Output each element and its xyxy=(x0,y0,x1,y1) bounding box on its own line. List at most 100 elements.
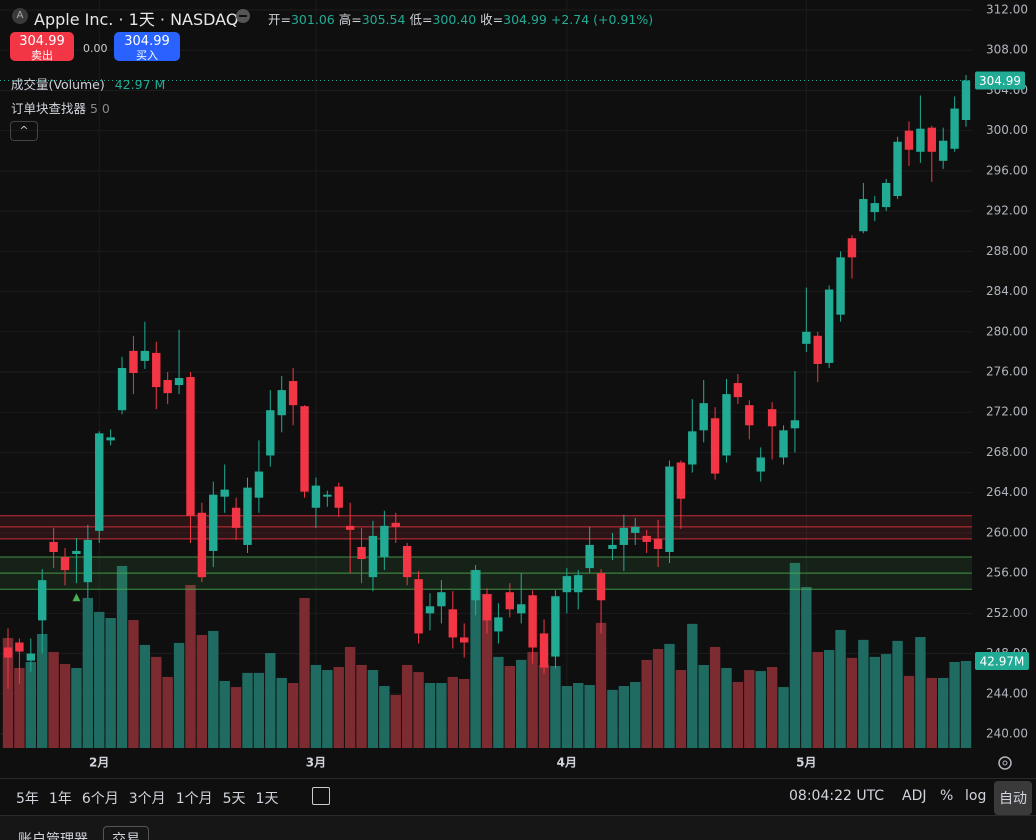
volume-bar xyxy=(413,672,424,748)
range-button[interactable]: 6个月 xyxy=(81,791,119,807)
volume-bar xyxy=(504,665,516,748)
last-price-label: 304.99 xyxy=(979,74,1021,88)
volume-bar xyxy=(71,668,82,748)
buy-button[interactable]: 304.99 买入 xyxy=(114,32,180,62)
y-tick-label: 280.00 xyxy=(986,324,1028,338)
account-manager-tab[interactable]: 账户管理器 xyxy=(18,832,88,840)
candle-body xyxy=(323,494,332,497)
candle-body xyxy=(665,466,674,552)
settings-icon[interactable] xyxy=(998,756,1012,770)
candle-body xyxy=(266,410,275,456)
candle-body xyxy=(482,594,492,621)
candle-body xyxy=(254,471,264,498)
candle-body xyxy=(539,633,549,668)
volume-bar xyxy=(527,652,538,748)
indicator-params: 5 0 xyxy=(90,101,110,116)
volume-bar xyxy=(481,593,493,748)
percent-toggle[interactable]: % xyxy=(940,788,954,804)
candle-body xyxy=(3,647,13,658)
candle-body xyxy=(699,403,708,431)
volume-bar xyxy=(858,639,869,748)
signal-marker xyxy=(72,593,81,602)
sell-button[interactable]: 304.99 卖出 xyxy=(10,32,74,62)
volume-bar xyxy=(915,637,926,748)
volume-name: 成交量(Volume) xyxy=(11,77,105,92)
volume-bar xyxy=(253,672,265,748)
volume-bar xyxy=(322,670,333,748)
candle-body xyxy=(745,405,754,426)
collapse-legend[interactable]: ^ xyxy=(10,121,38,141)
y-tick-label: 260.00 xyxy=(986,525,1028,539)
volume-bar xyxy=(573,682,584,748)
open-value: 301.06 xyxy=(290,12,335,27)
y-tick-label: 272.00 xyxy=(986,405,1028,419)
indicator-name: 订单块查找器 xyxy=(11,101,87,116)
volume-value: 42.97 M xyxy=(114,77,166,92)
x-tick-label: 5月 xyxy=(796,756,816,770)
date-range-icon[interactable] xyxy=(312,787,330,805)
volume-bar xyxy=(230,687,242,748)
volume-bar xyxy=(493,656,504,748)
y-tick-label: 244.00 xyxy=(986,686,1028,700)
range-button[interactable]: 1年 xyxy=(48,791,72,807)
auto-toggle[interactable]: 自动 xyxy=(994,781,1032,815)
candle-body xyxy=(596,573,606,601)
candle-body xyxy=(345,525,355,530)
candle-body xyxy=(870,203,879,213)
volume-bar xyxy=(162,676,173,748)
indicator-legend[interactable]: 订单块查找器 5 0 xyxy=(11,98,110,117)
candle-body xyxy=(106,437,115,441)
volume-tag-label: 42.97M xyxy=(980,654,1025,668)
candle-body xyxy=(836,257,845,315)
close-value: 304.99 xyxy=(503,12,547,27)
candle-body xyxy=(893,141,902,197)
candle-body xyxy=(368,535,378,578)
volume-bar xyxy=(185,584,196,748)
candle-body xyxy=(779,430,788,458)
range-button[interactable]: 3个月 xyxy=(128,791,166,807)
candle-body xyxy=(448,609,457,638)
symbol-title[interactable]: Apple Inc. · 1天 · NASDAQ xyxy=(34,10,239,29)
volume-bar xyxy=(401,664,413,748)
candle-body xyxy=(642,535,651,542)
candle-body xyxy=(72,550,81,555)
volume-bar xyxy=(584,685,595,748)
candle-body xyxy=(710,418,720,474)
volume-bar xyxy=(664,643,675,748)
volume-bar xyxy=(379,686,390,748)
range-button[interactable]: 5天 xyxy=(222,791,246,807)
candle-body xyxy=(585,544,594,569)
high-value: 305.54 xyxy=(361,12,406,27)
candle-body xyxy=(243,487,252,545)
volume-tag xyxy=(975,651,1029,670)
volume-bar xyxy=(687,623,698,748)
volume-legend[interactable]: 成交量(Volume) 42.97 M xyxy=(11,74,165,93)
volume-bar xyxy=(470,570,481,748)
candle-body xyxy=(881,182,891,208)
volume-bar xyxy=(116,565,128,748)
range-button[interactable]: 1个月 xyxy=(175,791,213,807)
candle-body xyxy=(608,544,617,549)
chart: 240.00244.00248.00252.00256.00260.00264.… xyxy=(0,0,1029,770)
collapse-icon[interactable] xyxy=(236,9,250,23)
volume-bar xyxy=(880,654,892,748)
volume-bar xyxy=(151,656,162,748)
volume-bar xyxy=(390,694,401,748)
volume-bar xyxy=(949,661,960,748)
log-toggle[interactable]: log xyxy=(965,788,987,804)
candle-body xyxy=(402,545,412,578)
trade-tab[interactable]: 交易 xyxy=(103,826,149,840)
candle-body xyxy=(129,350,138,374)
change: +2.74 (+0.91%) xyxy=(550,12,654,27)
volume-bar xyxy=(310,664,322,748)
volume-bar xyxy=(823,649,835,748)
range-button[interactable]: 1天 xyxy=(255,791,279,807)
volume-bar xyxy=(698,664,709,748)
toolbar-divider xyxy=(0,778,1036,779)
candle-body xyxy=(459,637,469,643)
range-button[interactable]: 5年 xyxy=(16,791,39,807)
adj-toggle[interactable]: ADJ xyxy=(902,788,927,804)
volume-bar xyxy=(287,682,299,748)
candle-body xyxy=(83,539,93,583)
